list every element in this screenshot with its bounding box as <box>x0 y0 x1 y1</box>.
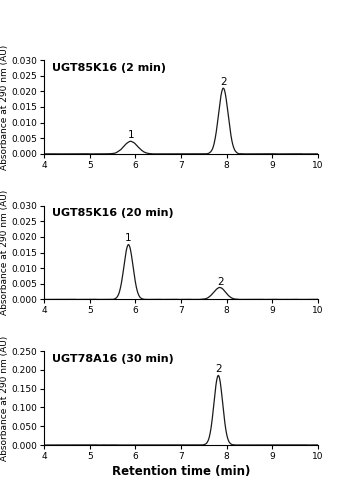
Text: UGT85K16 (20 min): UGT85K16 (20 min) <box>52 208 174 218</box>
Text: 1: 1 <box>125 233 132 243</box>
Text: 2: 2 <box>220 76 227 86</box>
Y-axis label: Absorbance at 290 nm (AU): Absorbance at 290 nm (AU) <box>0 336 8 460</box>
Y-axis label: Absorbance at 290 nm (AU): Absorbance at 290 nm (AU) <box>0 44 8 170</box>
Text: 2: 2 <box>218 276 225 286</box>
Text: UGT78A16 (30 min): UGT78A16 (30 min) <box>52 354 174 364</box>
X-axis label: Retention time (min): Retention time (min) <box>112 465 250 478</box>
Text: UGT85K16 (2 min): UGT85K16 (2 min) <box>52 63 166 73</box>
Y-axis label: Absorbance at 290 nm (AU): Absorbance at 290 nm (AU) <box>0 190 8 315</box>
Text: 2: 2 <box>215 364 222 374</box>
Text: 1: 1 <box>127 130 134 140</box>
